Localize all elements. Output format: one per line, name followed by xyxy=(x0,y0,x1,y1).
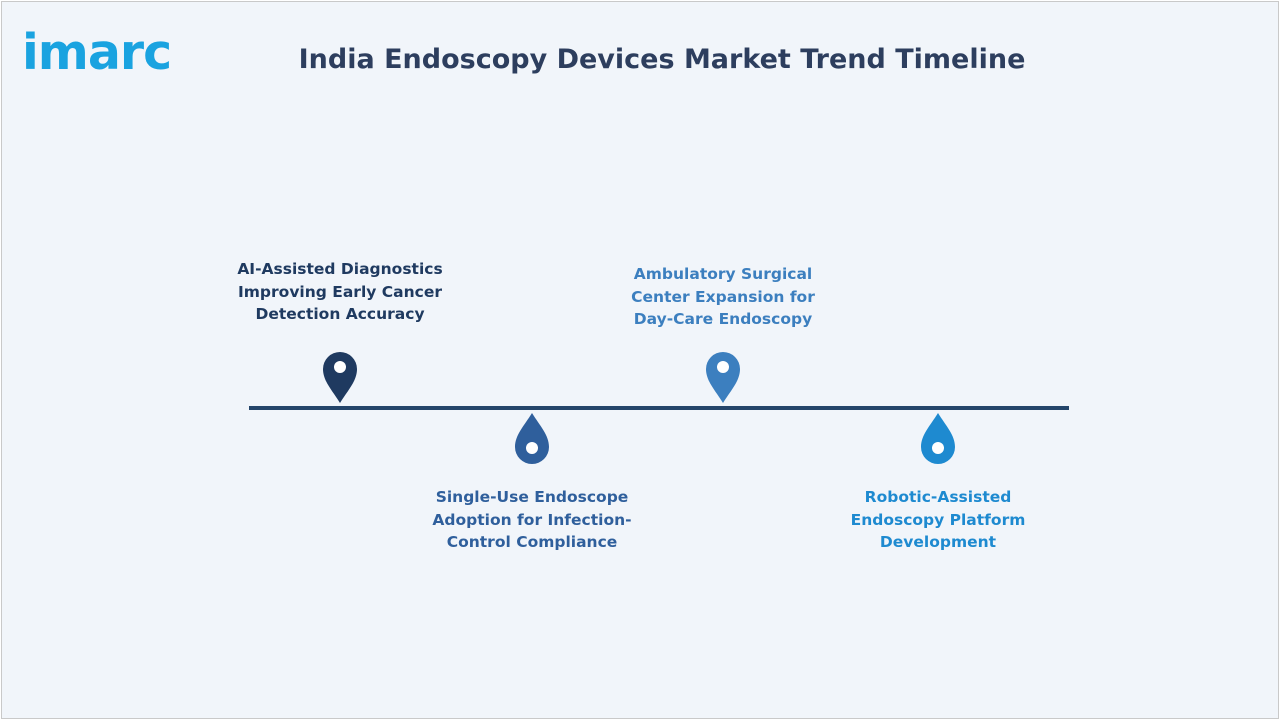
milestone-label-4: Robotic-Assisted Endoscopy Platform Deve… xyxy=(850,488,1026,551)
milestone-label-1: AI-Assisted Diagnostics Improving Early … xyxy=(237,260,443,323)
timeline-line xyxy=(249,406,1069,410)
page-title: India Endoscopy Devices Market Trend Tim… xyxy=(298,44,1026,75)
drop-pin-icon xyxy=(921,413,955,464)
drop-pin-icon xyxy=(515,413,549,464)
imarc-logo: imarc xyxy=(22,16,202,82)
map-pin-icon xyxy=(706,352,740,403)
milestone-label-2: Single-Use Endoscope Adoption for Infect… xyxy=(432,488,632,551)
logo-text: imarc xyxy=(22,24,172,81)
milestone-label-3: Ambulatory Surgical Center Expansion for… xyxy=(631,265,815,328)
map-pin-icon xyxy=(323,352,357,403)
